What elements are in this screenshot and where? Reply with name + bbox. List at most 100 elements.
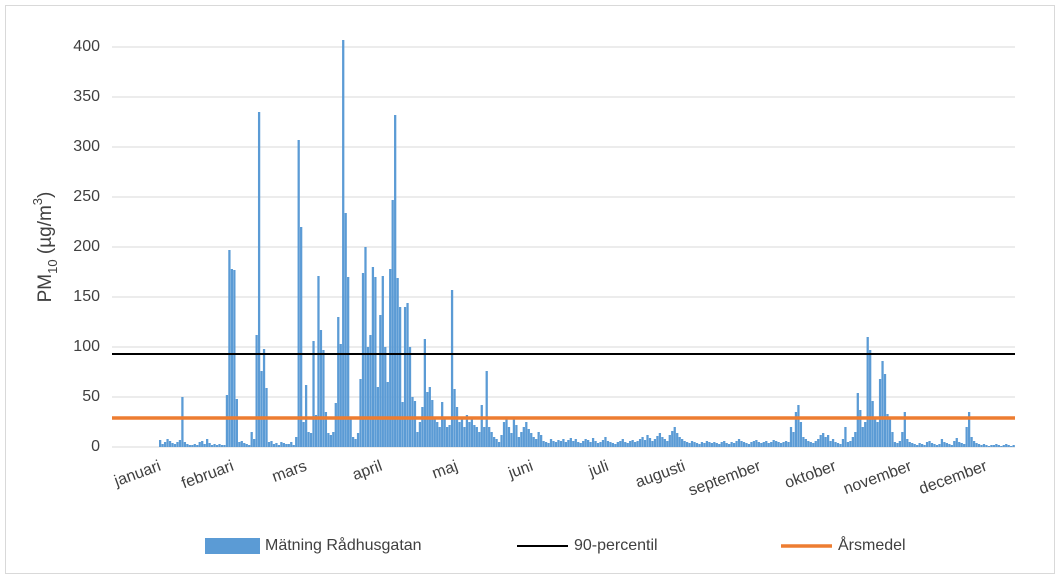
bar (539, 435, 543, 447)
bar (317, 276, 320, 447)
bar (772, 440, 775, 447)
y-tick-label: 250 (73, 188, 100, 205)
bar (552, 441, 555, 447)
bar (965, 427, 968, 447)
bar (730, 442, 733, 447)
bar (948, 444, 951, 447)
bar (896, 443, 899, 447)
bar (262, 349, 266, 447)
y-tick-label: 200 (73, 238, 100, 255)
bar (364, 247, 367, 447)
bar (562, 439, 565, 447)
bar (450, 290, 454, 447)
bar (710, 443, 713, 447)
bar (351, 437, 355, 447)
bar (651, 441, 654, 447)
bar (366, 347, 370, 447)
bar (826, 435, 830, 447)
bar (861, 427, 864, 447)
bar (624, 442, 627, 447)
bar (460, 417, 464, 447)
bar (943, 442, 946, 447)
bar (398, 307, 402, 447)
bar (416, 432, 419, 447)
bar (196, 445, 199, 447)
bar (804, 439, 807, 447)
y-axis-title-part: PM (35, 274, 56, 303)
bar (935, 445, 939, 447)
bar (844, 427, 847, 447)
bar (537, 432, 540, 447)
bar (1007, 445, 1010, 447)
bar (782, 442, 785, 447)
bar (475, 427, 478, 447)
bar (829, 441, 832, 447)
y-tick-label: 100 (73, 338, 100, 355)
bar (911, 443, 914, 447)
bar (473, 425, 476, 447)
bar (448, 425, 451, 447)
bar (817, 439, 820, 447)
bar (478, 432, 481, 447)
bar (824, 437, 827, 447)
y-axis-title-part: 10 (45, 259, 60, 273)
bar (698, 444, 701, 447)
bar (401, 402, 404, 447)
bar (577, 442, 580, 447)
bar (901, 432, 904, 447)
bar (755, 440, 758, 447)
bar (656, 436, 659, 447)
bar (406, 303, 409, 447)
bar (176, 442, 179, 447)
bar (302, 422, 305, 447)
bar (253, 439, 256, 447)
bar (775, 441, 778, 447)
bar (908, 442, 911, 447)
bar (198, 442, 201, 447)
bar (641, 437, 644, 447)
bar (230, 269, 234, 447)
bar (809, 442, 812, 447)
bar (869, 350, 872, 447)
bar (737, 439, 741, 447)
bar (255, 335, 258, 447)
bar (275, 443, 278, 447)
bar (250, 432, 253, 447)
bar (171, 443, 174, 447)
bar (559, 441, 563, 447)
bar (208, 443, 211, 447)
bar (903, 412, 906, 447)
bar (391, 200, 394, 447)
bar (522, 427, 525, 447)
bar (285, 444, 288, 447)
bar (228, 250, 231, 447)
bar (161, 444, 164, 447)
bar (203, 444, 206, 447)
bar (765, 441, 768, 447)
bar (411, 397, 414, 447)
bar (213, 444, 216, 447)
bar (747, 444, 751, 447)
bar (235, 399, 238, 447)
bar (188, 445, 191, 447)
bar (762, 442, 765, 447)
bar (646, 435, 649, 447)
legend-swatch (205, 538, 260, 554)
bar (742, 442, 746, 447)
bar (906, 439, 909, 447)
bar (403, 307, 407, 447)
bar (916, 445, 919, 447)
bar (619, 441, 622, 447)
bar (767, 443, 770, 447)
bar (342, 40, 345, 447)
bar (846, 442, 850, 447)
bar (339, 344, 342, 447)
bar (814, 441, 817, 447)
bar (960, 443, 963, 447)
bar (864, 422, 867, 447)
bar (661, 437, 664, 447)
bar (384, 347, 387, 447)
bar (799, 422, 803, 447)
bar (940, 439, 944, 447)
